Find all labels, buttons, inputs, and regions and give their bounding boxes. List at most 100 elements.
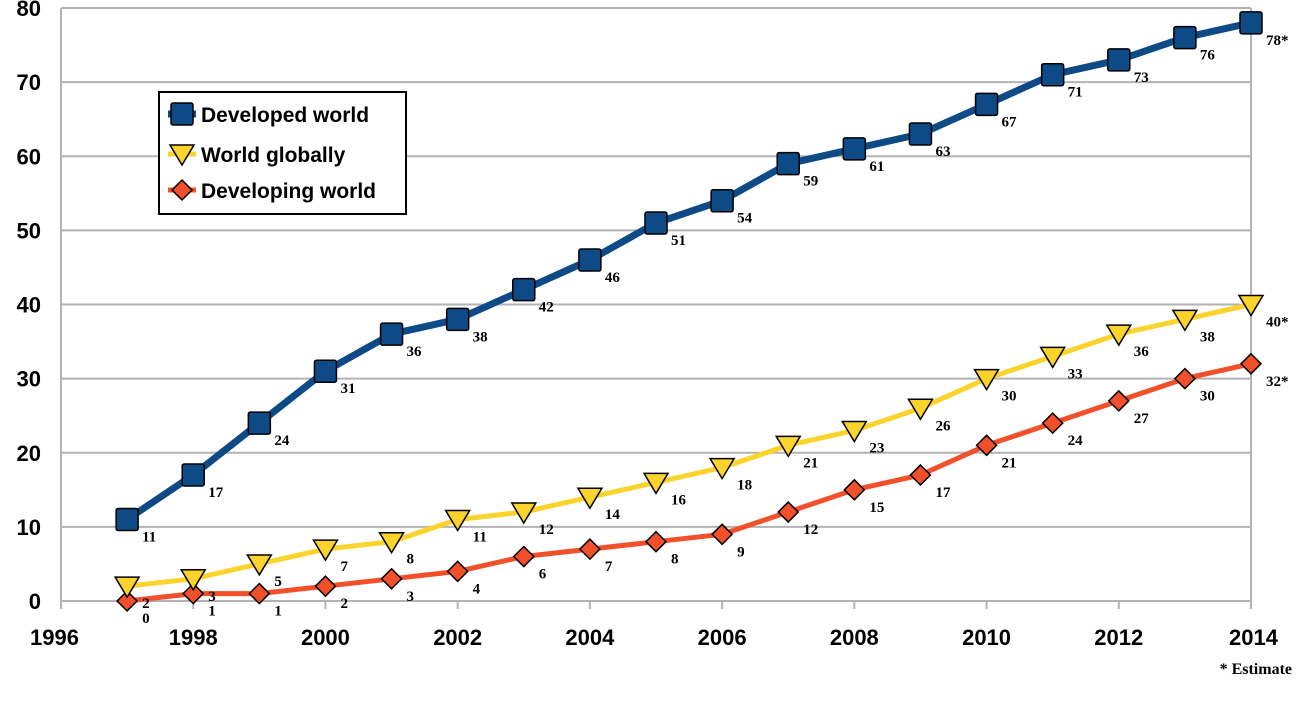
data-point-marker (909, 463, 932, 487)
data-point-marker (578, 538, 601, 561)
data-point-marker (1039, 346, 1066, 369)
data-label: 23 (869, 441, 884, 457)
data-label: 24 (1068, 433, 1084, 449)
y-tick-label: 10 (17, 515, 41, 540)
legend: Developed world World globally Developing … (158, 91, 407, 215)
legend-entry: World globally (168, 144, 346, 167)
legend-marker (170, 102, 194, 126)
data-label: 31 (340, 381, 355, 397)
data-point-marker (380, 567, 403, 590)
y-tick-label: 50 (17, 218, 41, 243)
data-label: 3 (407, 589, 415, 605)
data-point-marker (644, 211, 668, 235)
series-line (124, 361, 1254, 604)
data-point-marker (512, 545, 535, 568)
data-label: 32* (1266, 374, 1289, 390)
x-tick-label: 2006 (698, 625, 747, 650)
data-point-marker (908, 122, 933, 146)
data-label: 42 (539, 300, 554, 316)
y-tick-label: 60 (17, 144, 41, 169)
data-point-marker (1173, 367, 1196, 390)
data-label: 4 (473, 581, 481, 597)
legend-label: World globally (201, 144, 346, 167)
x-tick-label: 2014 (1229, 625, 1279, 650)
data-label: 71 (1068, 85, 1083, 101)
data-label: 7 (340, 559, 348, 575)
data-label: 61 (869, 159, 884, 175)
data-label: 78* (1266, 33, 1289, 49)
data-point-marker (246, 554, 273, 577)
data-label: 54 (737, 211, 753, 227)
data-label: 73 (1134, 70, 1149, 86)
y-tick-label: 40 (17, 293, 41, 318)
data-label: 36 (407, 344, 423, 360)
data-label: 46 (605, 270, 621, 286)
data-point-marker (1171, 309, 1199, 332)
y-tick-label: 80 (17, 0, 41, 21)
data-point-marker (312, 539, 339, 562)
data-label: 8 (671, 552, 679, 568)
data-label: 2 (340, 596, 348, 612)
data-label: 26 (935, 418, 951, 434)
data-point-marker (378, 531, 405, 555)
data-label: 5 (274, 574, 282, 590)
series-developing-world (116, 352, 1263, 613)
data-point-marker (710, 188, 734, 213)
data-point-marker (313, 359, 338, 383)
data-label: 17 (208, 485, 224, 501)
data-label: 21 (803, 455, 818, 471)
data-label: 15 (869, 500, 884, 516)
x-tick-label: 2010 (962, 625, 1011, 650)
data-label: 18 (737, 478, 752, 494)
series-developed-world (115, 11, 1263, 532)
data-point-marker (115, 507, 139, 532)
data-point-marker (510, 502, 538, 525)
legend-entry: Developing world (168, 178, 376, 203)
data-label: 12 (539, 522, 554, 538)
data-point-marker (841, 420, 868, 443)
data-point-marker (973, 368, 1000, 392)
data-point-marker (843, 478, 866, 501)
data-label: 2 (142, 596, 150, 612)
data-point-marker (1041, 412, 1064, 435)
data-label: 38 (473, 329, 488, 345)
data-point-marker (974, 92, 999, 117)
data-label: 51 (671, 233, 686, 249)
data-point-marker (182, 582, 205, 605)
data-point-marker (116, 589, 139, 613)
data-point-marker (578, 248, 602, 272)
x-tick-label: 1996 (30, 625, 79, 650)
y-tick-label: 0 (29, 589, 41, 614)
data-point-marker (1105, 324, 1133, 347)
x-tick-label: 2000 (301, 625, 350, 650)
data-point-marker (179, 569, 207, 592)
legend-marker (168, 144, 196, 167)
data-point-marker (777, 500, 800, 524)
data-point-marker (642, 472, 670, 495)
legend-label: Developing world (201, 180, 376, 203)
x-tick-label: 2002 (433, 625, 482, 650)
x-tick-label: 2008 (830, 625, 879, 650)
data-label: 6 (539, 567, 547, 583)
data-point-marker (975, 434, 998, 457)
estimate-note: * Estimate (1220, 661, 1292, 678)
data-point-marker (1107, 389, 1130, 412)
data-label: 11 (142, 529, 156, 545)
data-point-marker (512, 277, 536, 302)
data-label: 76 (1200, 48, 1216, 64)
data-point-marker (1239, 11, 1263, 35)
data-label: 9 (737, 544, 745, 560)
x-tick-label: 2012 (1094, 625, 1143, 650)
x-tick-label: 1998 (169, 625, 218, 650)
data-label: 11 (473, 529, 487, 545)
data-point-marker (1237, 294, 1265, 317)
legend-box (158, 91, 407, 215)
data-label: 36 (1134, 344, 1150, 360)
data-label: 63 (935, 144, 950, 160)
data-label: 0 (142, 611, 150, 627)
data-label: 16 (671, 492, 687, 508)
data-point-marker (444, 509, 471, 532)
data-label: 67 (1002, 114, 1018, 130)
